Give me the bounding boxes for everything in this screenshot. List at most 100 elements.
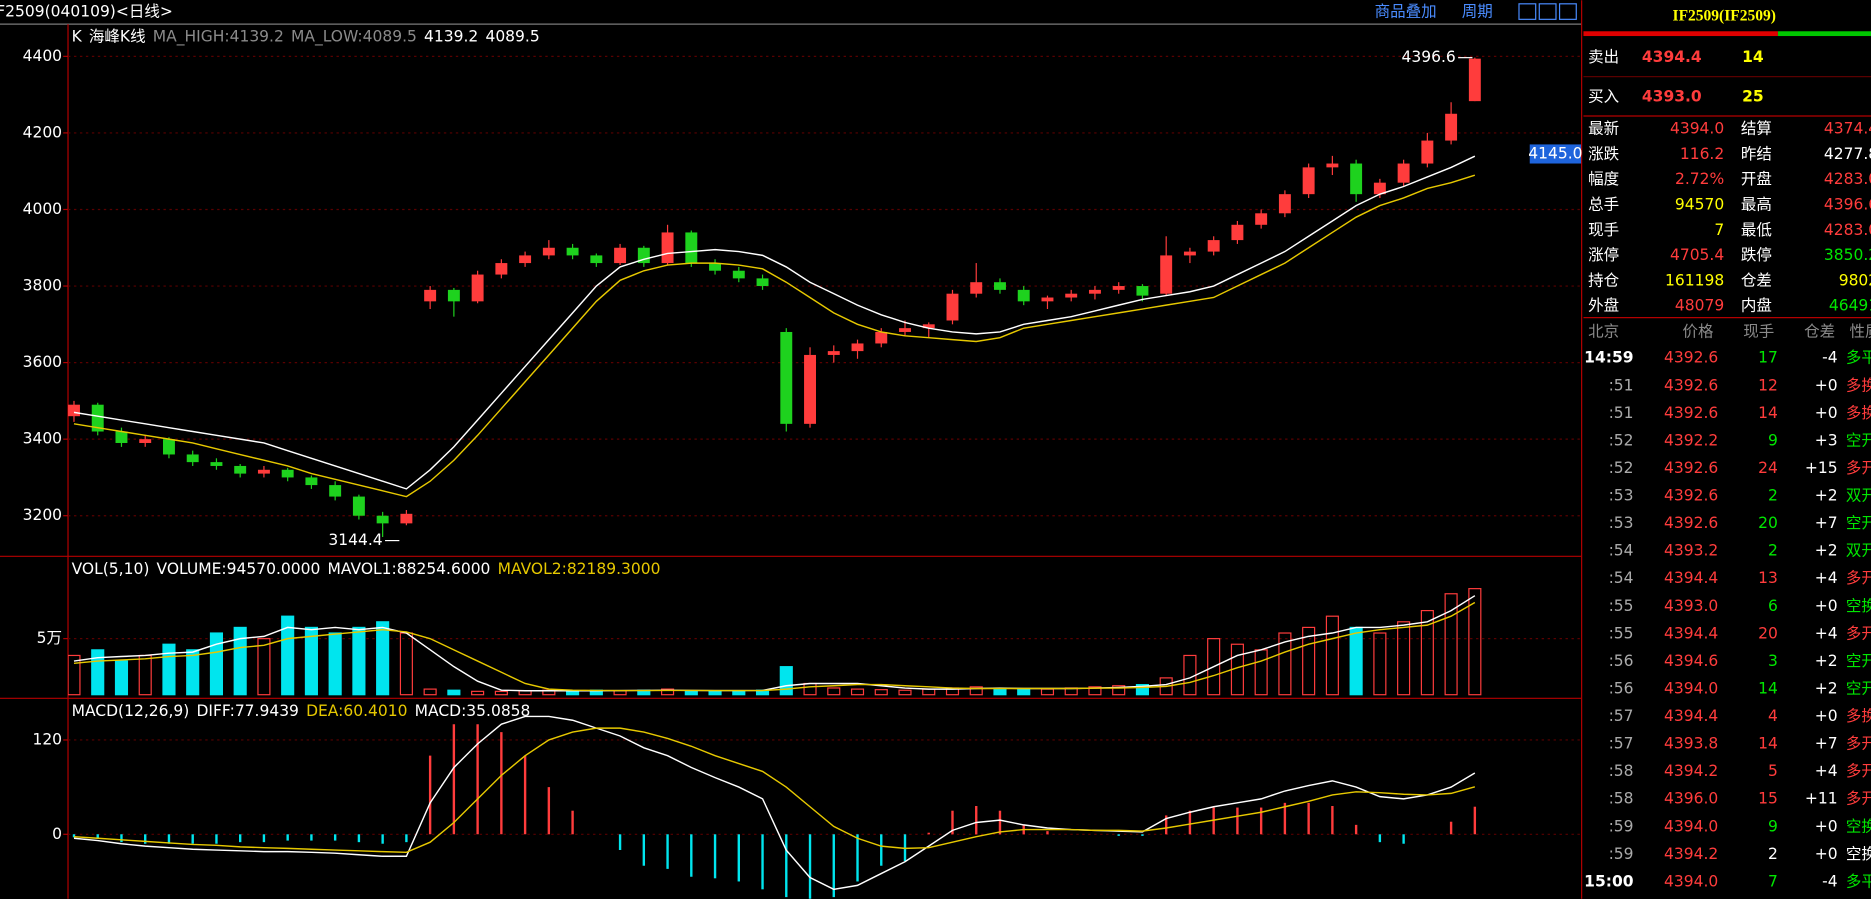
tick-volume: 6	[1768, 597, 1778, 615]
tick-price: 4392.6	[1664, 349, 1718, 367]
candle-body	[115, 431, 128, 443]
legend-entry: MA_HIGH:4139.2	[153, 28, 284, 47]
tick-time: :51	[1609, 404, 1634, 422]
tick-price: 4394.0	[1664, 872, 1718, 890]
tick-volume: 14	[1758, 735, 1778, 753]
stat-label: 幅度	[1588, 170, 1619, 188]
candle-body	[1445, 113, 1458, 141]
volume-bar	[376, 621, 390, 696]
tick-nature: 空开	[1846, 431, 1871, 449]
tick-volume: 14	[1758, 404, 1778, 422]
low-label: 3144.4	[328, 531, 382, 549]
candle-body	[471, 274, 484, 302]
tick-nature: 多开	[1846, 790, 1871, 808]
y-tick-label: 3800	[23, 277, 62, 295]
quote-title: IF2509(IF2509)	[1673, 8, 1776, 25]
candle-body	[352, 496, 365, 516]
candle-body	[1421, 140, 1434, 164]
tick-price: 4393.0	[1664, 597, 1718, 615]
tick-volume: 2	[1768, 542, 1778, 560]
indicator-line	[73, 155, 1476, 490]
candle-body	[780, 331, 793, 424]
stat-value: 4283.0	[1824, 221, 1871, 239]
tick-time: :53	[1609, 514, 1634, 532]
stat-label: 涨跌	[1588, 145, 1619, 163]
stat-value: 46491	[1829, 297, 1871, 315]
legend-entry: DEA:60.4010	[306, 702, 407, 720]
volume-bar	[447, 689, 461, 696]
bid-volume: 25	[1742, 87, 1764, 105]
legend-entry: VOLUME:94570.0000	[157, 560, 321, 578]
tick-nature: 多平	[1846, 349, 1871, 367]
legend-entry: VOL(5,10)	[72, 560, 150, 578]
tick-header: 北京	[1588, 322, 1619, 340]
volume-bar	[1207, 638, 1221, 696]
volume-bar	[1302, 626, 1316, 696]
candle-body	[519, 255, 532, 264]
tick-nature: 多开	[1846, 459, 1871, 477]
candle-body	[376, 515, 389, 524]
tick-nature: 双开	[1846, 542, 1871, 560]
volume-bar	[281, 615, 295, 696]
tick-oi-change: +11	[1805, 790, 1838, 808]
tick-volume: 15	[1758, 790, 1778, 808]
stat-value: 2.72%	[1675, 170, 1724, 188]
stat-label: 现手	[1588, 221, 1619, 239]
candle-body	[1468, 58, 1481, 102]
candle-body	[1373, 182, 1386, 195]
tick-header: 现手	[1743, 322, 1774, 340]
period-link[interactable]: 周期	[1462, 3, 1493, 21]
legend-entry: DIFF:77.9439	[196, 702, 298, 720]
tick-time: :53	[1609, 487, 1634, 505]
tick-header: 价格	[1682, 322, 1714, 340]
candle-body	[685, 232, 698, 264]
button-left[interactable]	[1518, 3, 1537, 20]
tick-volume: 9	[1768, 431, 1778, 449]
volume-bar	[993, 688, 1007, 696]
tick-time: :52	[1609, 431, 1634, 449]
volume-bar	[1468, 588, 1482, 696]
tick-price: 4394.4	[1664, 569, 1718, 587]
stat-label: 最高	[1741, 196, 1772, 214]
stat-label: 开盘	[1741, 169, 1772, 188]
button-right[interactable]	[1538, 3, 1557, 20]
legend-entry: K	[72, 28, 83, 46]
tick-header: 仓差	[1804, 322, 1835, 340]
stat-value: 4277.8	[1824, 145, 1871, 163]
candle-body	[851, 343, 864, 352]
y-tick-label: 0	[52, 825, 62, 843]
candle-body	[1207, 240, 1220, 252]
tick-time: :57	[1609, 735, 1634, 753]
volume-bar	[874, 689, 888, 696]
legend-entry: MAVOL1:88254.6000	[328, 560, 491, 578]
tick-oi-change: +0	[1815, 707, 1838, 725]
tick-oi-change: +2	[1815, 652, 1838, 670]
tick-oi-change: -4	[1822, 872, 1837, 890]
indicator-line	[73, 727, 1476, 854]
tick-volume: 13	[1758, 569, 1778, 587]
price-tag-label: 4145.0	[1528, 144, 1582, 162]
tick-oi-change: +0	[1815, 845, 1838, 863]
candle-body	[994, 282, 1006, 290]
candle-body	[709, 263, 722, 271]
tick-volume: 2	[1768, 487, 1778, 505]
indicator-line	[73, 715, 1476, 891]
window-buttons	[1518, 3, 1577, 20]
legend-entry: MA_LOW:4089.5	[291, 28, 417, 47]
volume-bar	[209, 632, 224, 696]
volume-bar	[328, 632, 342, 696]
candle-body	[732, 270, 745, 279]
legend-entry: MAVOL2:82189.3000	[498, 560, 661, 578]
candle-body	[1255, 213, 1268, 225]
tick-price: 4394.0	[1664, 817, 1718, 835]
volume-bar	[494, 690, 508, 696]
tick-nature: 多平	[1846, 872, 1871, 890]
button-layout[interactable]	[1558, 3, 1577, 20]
stat-value: 7	[1714, 221, 1724, 239]
candle-body	[1231, 224, 1244, 241]
ask-label: 卖出	[1588, 48, 1619, 66]
overlay-link[interactable]: 商品叠加	[1375, 3, 1437, 21]
tick-time: :59	[1609, 817, 1634, 835]
legend-entry: 4139.2	[424, 28, 478, 46]
